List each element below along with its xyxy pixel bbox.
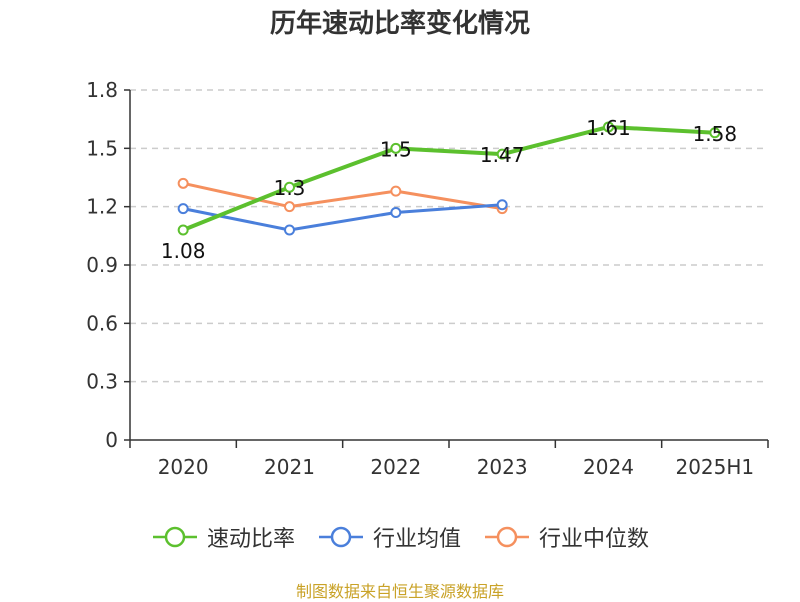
series-line-1 [182, 203, 503, 232]
y-tick-label: 1.5 [86, 136, 118, 160]
legend-swatch-icon [485, 526, 529, 548]
source-note: 制图数据来自恒生聚源数据库 [295, 582, 504, 601]
series-line-0 [182, 124, 715, 232]
data-point [496, 148, 508, 160]
legend-label: 速动比率 [206, 527, 295, 552]
legend-item[interactable]: 行业中位数 [483, 521, 649, 553]
x-tick-label: 2025H1 [675, 455, 754, 479]
chart-title: 历年速动比率变化情况 [269, 9, 530, 39]
data-point [284, 181, 295, 193]
y-tick-label: 0.3 [86, 370, 118, 394]
x-tick-label: 2024 [583, 455, 634, 479]
axes: 0 0.3 0.6 0.9 1.2 1.5 1.8 2020 2021 2022 2023 2024 2… [86, 78, 769, 479]
legend-swatch-icon [318, 526, 363, 548]
data-point [390, 207, 402, 218]
data-point [496, 199, 508, 211]
data-label: 1.3 [274, 176, 306, 200]
legend-item[interactable]: 速动比率 [151, 521, 295, 553]
data-point [177, 224, 189, 236]
data-label: 1.08 [161, 239, 206, 263]
data-point [177, 203, 189, 215]
x-tick-label: 2023 [477, 455, 528, 479]
legend: 速动比率 行业均值 行业中位数 [0, 520, 800, 554]
y-tick-label: 0.6 [86, 311, 118, 335]
data-point [284, 224, 295, 236]
y-tick-label: 0 [105, 428, 118, 452]
data-label: 1.61 [586, 116, 631, 140]
series-lines [177, 121, 721, 236]
legend-label: 行业均值 [372, 527, 461, 552]
y-tick-label: 1.2 [86, 195, 118, 219]
data-point [603, 121, 614, 133]
x-tick-label: 2021 [264, 455, 315, 479]
data-point [709, 127, 721, 139]
legend-swatch-icon [152, 526, 197, 548]
legend-item[interactable]: 行业均值 [317, 521, 461, 553]
legend-label: 行业中位数 [539, 527, 650, 552]
gridlines [130, 89, 768, 383]
data-point [284, 201, 295, 213]
data-label: 1.5 [380, 137, 412, 161]
data-point [390, 185, 402, 197]
series-line-2 [182, 181, 503, 211]
y-tick-label: 1.8 [86, 78, 118, 102]
data-labels: 1.08 1.3 1.5 1.47 1.61 1.58 [161, 116, 737, 263]
x-tick-label: 2020 [158, 455, 209, 479]
data-label: 1.47 [480, 143, 525, 167]
y-tick-label: 0.9 [86, 253, 118, 277]
data-label: 1.58 [693, 122, 738, 146]
data-point [177, 177, 189, 189]
x-tick-label: 2022 [370, 455, 421, 479]
data-point [390, 142, 402, 154]
